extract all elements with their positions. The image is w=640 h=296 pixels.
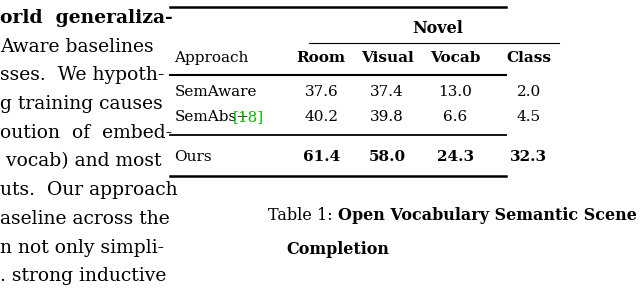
Text: uts.  Our approach: uts. Our approach	[0, 181, 178, 199]
Text: Table 1:: Table 1:	[268, 207, 338, 224]
Text: . strong inductive: . strong inductive	[0, 267, 166, 285]
Text: Completion: Completion	[286, 241, 389, 258]
Text: 2.0: 2.0	[516, 85, 541, 99]
Text: 37.6: 37.6	[305, 85, 338, 99]
Text: 39.8: 39.8	[371, 110, 404, 124]
Text: Aware baselines: Aware baselines	[0, 38, 154, 56]
Text: 13.0: 13.0	[438, 85, 472, 99]
Text: Class: Class	[506, 51, 551, 65]
Text: Vocab: Vocab	[430, 51, 481, 65]
Text: oution  of  embed-: oution of embed-	[0, 124, 172, 142]
Text: 24.3: 24.3	[437, 150, 474, 164]
Text: Room: Room	[297, 51, 346, 65]
Text: Approach: Approach	[175, 51, 249, 65]
Text: Open Vocabulary Semantic Scene: Open Vocabulary Semantic Scene	[338, 207, 637, 224]
Text: orld  generaliza-: orld generaliza-	[0, 9, 173, 27]
Text: SemAware: SemAware	[175, 85, 257, 99]
Text: 6.6: 6.6	[444, 110, 468, 124]
Text: Ours: Ours	[175, 150, 212, 164]
Text: SemAbs+: SemAbs+	[175, 110, 250, 124]
Text: 40.2: 40.2	[305, 110, 339, 124]
Text: 4.5: 4.5	[516, 110, 541, 124]
Text: 37.4: 37.4	[371, 85, 404, 99]
Text: 32.3: 32.3	[510, 150, 547, 164]
Text: Visual: Visual	[361, 51, 413, 65]
Text: Novel: Novel	[412, 20, 463, 37]
Text: 58.0: 58.0	[369, 150, 406, 164]
Text: [18]: [18]	[233, 110, 264, 124]
Text: sses.  We hypoth-: sses. We hypoth-	[0, 66, 164, 84]
Text: g training causes: g training causes	[0, 95, 163, 113]
Text: 61.4: 61.4	[303, 150, 340, 164]
Text: n not only simpli-: n not only simpli-	[0, 239, 164, 257]
Text: vocab) and most: vocab) and most	[0, 152, 161, 170]
Text: aseline across the: aseline across the	[0, 210, 170, 228]
